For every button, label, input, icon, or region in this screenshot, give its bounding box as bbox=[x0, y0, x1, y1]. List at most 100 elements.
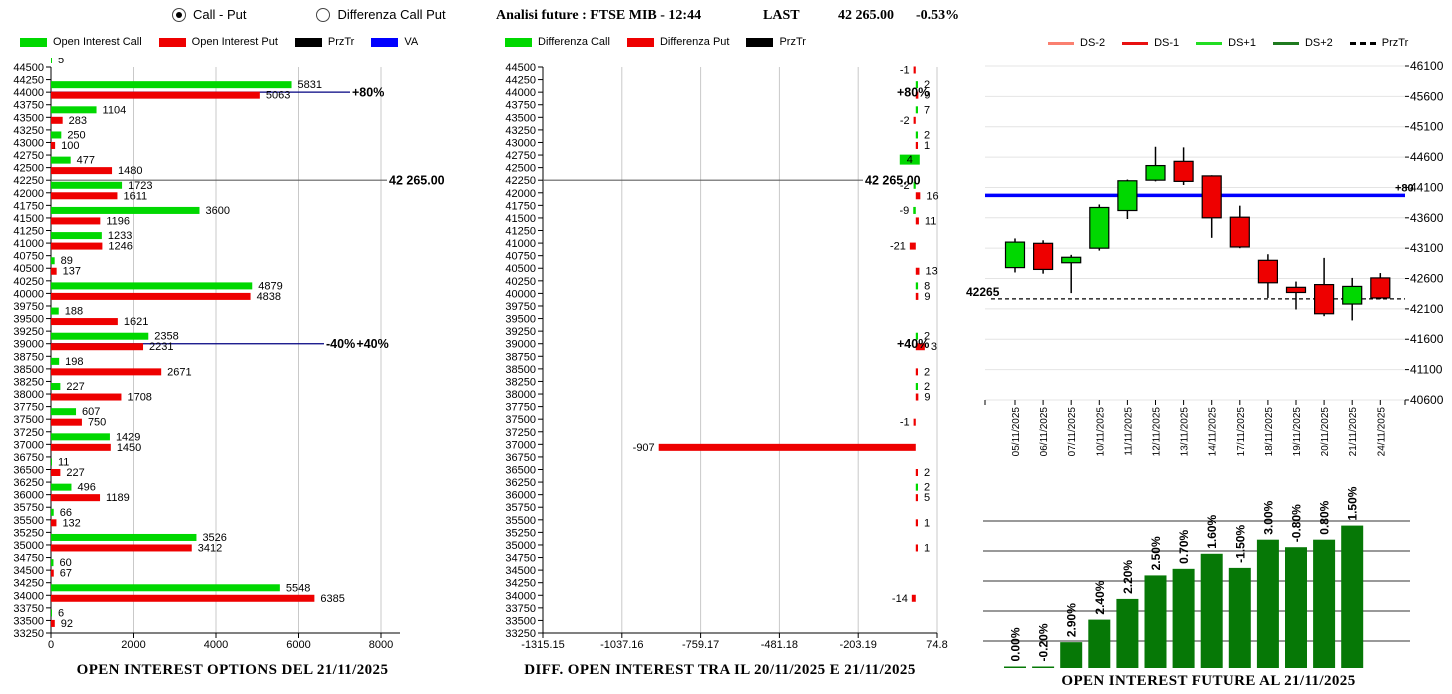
bar-value-label: 5063 bbox=[266, 90, 290, 102]
y-tick-label: 43100 bbox=[1410, 241, 1444, 255]
y-tick-label: 44250 bbox=[505, 75, 536, 87]
y-tick-label: 43500 bbox=[505, 112, 536, 124]
y-tick-label: 40750 bbox=[505, 251, 536, 263]
bar-value-label: 1723 bbox=[128, 180, 152, 192]
y-tick-label: 43000 bbox=[13, 137, 44, 149]
y-tick-label: 34250 bbox=[13, 578, 44, 590]
y-tick-label: 44000 bbox=[505, 87, 536, 99]
put-bar bbox=[915, 91, 919, 99]
put-bar bbox=[915, 494, 918, 502]
date-label: 24/11/2025 bbox=[1376, 407, 1387, 457]
bar-value-label: -21 bbox=[890, 241, 906, 253]
radio-unselected-icon bbox=[316, 7, 331, 22]
bar-value-label: 100 bbox=[61, 140, 79, 152]
y-tick-label: 34500 bbox=[13, 565, 44, 577]
put-bar bbox=[915, 393, 919, 401]
oi-bar-label: 3.00% bbox=[1261, 500, 1275, 534]
ds-legend: DS-2 DS-1 DS+1 DS+2 PrzTr bbox=[1048, 37, 1408, 49]
date-label: 11/11/2025 bbox=[1123, 407, 1134, 456]
date-label: 17/11/2025 bbox=[1236, 407, 1247, 457]
bar-value-label: 6385 bbox=[320, 593, 344, 605]
legend-swatch bbox=[294, 37, 322, 47]
put-bar bbox=[915, 141, 918, 149]
put-bar bbox=[658, 443, 916, 451]
oi-bar-label: 2.20% bbox=[1121, 560, 1135, 594]
va-line-label: +80 bbox=[1395, 182, 1414, 194]
oi-bar-label: 1.60% bbox=[1205, 514, 1219, 548]
bar-value-label: 1 bbox=[924, 542, 930, 554]
bar-value-label: 607 bbox=[82, 406, 100, 418]
bar-value-label: 7 bbox=[924, 104, 930, 116]
radio-differenza-call-put[interactable]: Differenza Call Put bbox=[316, 7, 446, 22]
bar-value-label: 1 bbox=[924, 517, 930, 529]
bar-value-label: 227 bbox=[66, 467, 84, 479]
bar-value-label: -1 bbox=[900, 65, 910, 77]
y-tick-label: 40500 bbox=[505, 263, 536, 275]
legend-swatch bbox=[158, 37, 186, 47]
legend-swatch bbox=[746, 37, 774, 47]
y-tick-label: 33500 bbox=[505, 615, 536, 627]
candle-body bbox=[1257, 259, 1278, 284]
legend-label: Open Interest Call bbox=[53, 36, 142, 48]
x-tick-label: -759.17 bbox=[682, 639, 719, 651]
legend-swatch bbox=[1272, 41, 1299, 45]
put-bar bbox=[913, 418, 916, 426]
x-tick-label: 6000 bbox=[286, 639, 310, 651]
bar-value-label: 137 bbox=[63, 266, 81, 278]
bar-value-label: 3412 bbox=[198, 542, 222, 554]
bar-value-label: 4 bbox=[907, 154, 913, 166]
put-bar bbox=[51, 192, 118, 200]
y-tick-label: 36250 bbox=[13, 477, 44, 489]
legend-item: DS+1 bbox=[1196, 37, 1256, 49]
y-tick-label: 40000 bbox=[13, 288, 44, 300]
call-bar bbox=[915, 383, 918, 391]
put-bar bbox=[51, 267, 57, 275]
date-label: 10/11/2025 bbox=[1095, 407, 1106, 457]
options-legend: Open Interest Call Open Interest Put PrzTr… bbox=[20, 36, 418, 48]
y-tick-label: 39250 bbox=[505, 326, 536, 338]
y-tick-label: 40750 bbox=[13, 251, 44, 263]
y-tick-label: 40250 bbox=[13, 276, 44, 288]
y-tick-label: 35000 bbox=[505, 540, 536, 552]
bar-value-label: 1246 bbox=[108, 241, 132, 253]
y-tick-label: 41500 bbox=[505, 213, 536, 225]
oi-bar bbox=[1060, 642, 1083, 668]
date-label: 07/11/2025 bbox=[1067, 407, 1078, 457]
future-header-title: Analisi future : FTSE MIB - 12:44 bbox=[496, 8, 702, 23]
y-tick-label: 36250 bbox=[505, 477, 536, 489]
call-bar bbox=[915, 483, 918, 491]
y-tick-label: 42100 bbox=[1410, 302, 1444, 316]
diff-open-interest: -1315.15 -1037.16 -759.17 -481.18 -203.19 74.… bbox=[505, 62, 947, 651]
put-bar bbox=[51, 418, 82, 426]
legend-swatch bbox=[1122, 41, 1149, 45]
y-tick-label: 36750 bbox=[505, 452, 536, 464]
date-label: 06/11/2025 bbox=[1039, 407, 1050, 457]
call-bar bbox=[51, 232, 102, 240]
y-tick-label: 41100 bbox=[1410, 363, 1443, 377]
y-tick-label: 35500 bbox=[13, 515, 44, 527]
y-tick-label: 37750 bbox=[505, 402, 536, 414]
radio-call-put[interactable]: Call - Put bbox=[172, 7, 246, 22]
put-bar bbox=[51, 116, 63, 124]
put-bar bbox=[51, 443, 111, 451]
options-chart-title: OPEN INTEREST OPTIONS DEL 21/11/2025 bbox=[76, 662, 389, 678]
candle-body bbox=[1145, 164, 1166, 181]
bar-value-label: -14 bbox=[892, 593, 908, 605]
bar-value-label: 3 bbox=[931, 341, 937, 353]
bar-value-label: 2 bbox=[924, 366, 930, 378]
call-bar bbox=[51, 533, 197, 541]
y-tick-label: 42500 bbox=[505, 163, 536, 175]
future-candlestick-chart: 46100 45600 45100 44600 44100 43600 43100 42600… bbox=[966, 59, 1444, 457]
y-tick-label: 38250 bbox=[13, 376, 44, 388]
oi-bar bbox=[1004, 666, 1026, 668]
y-tick-label: 42750 bbox=[505, 150, 536, 162]
y-tick-label: 34500 bbox=[505, 565, 536, 577]
y-tick-label: 36500 bbox=[13, 464, 44, 476]
call-bar bbox=[913, 181, 916, 189]
oi-bar-label: 2.90% bbox=[1065, 603, 1079, 637]
bar-value-label: 3600 bbox=[206, 205, 230, 217]
y-tick-label: 36750 bbox=[13, 452, 44, 464]
y-tick-label: 44500 bbox=[13, 62, 44, 74]
oi-bar-label: 0.70% bbox=[1177, 529, 1191, 563]
call-bar bbox=[51, 81, 292, 89]
